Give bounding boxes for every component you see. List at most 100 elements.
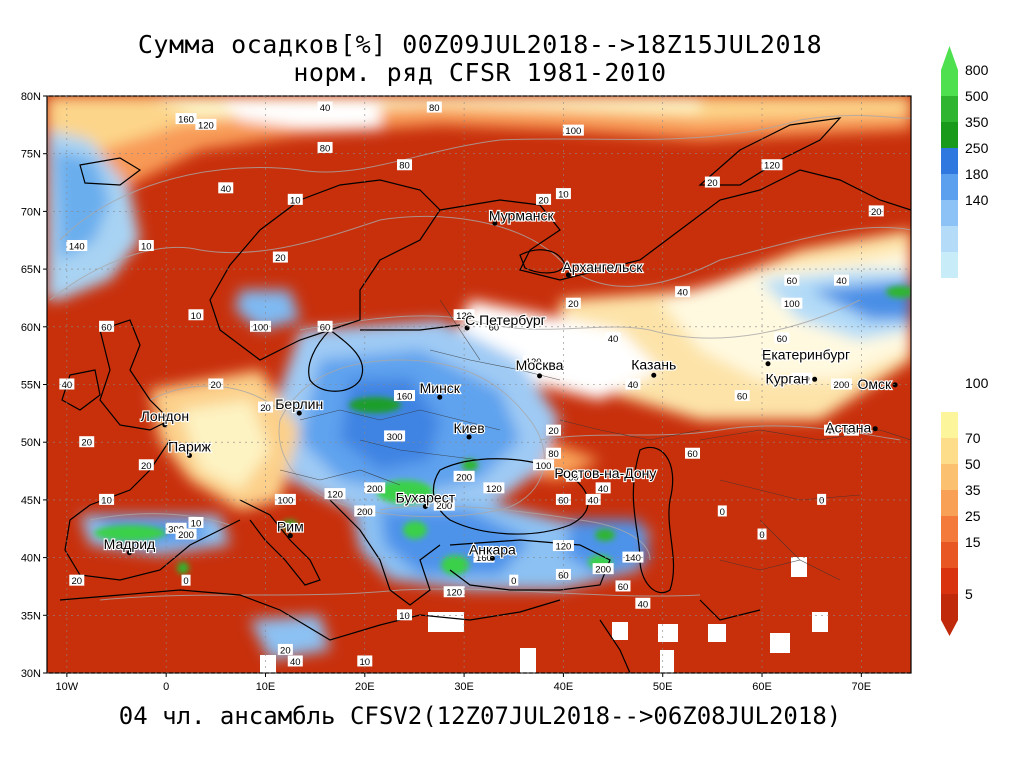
city-dot — [892, 382, 898, 388]
contour-label: 160 — [178, 115, 194, 126]
contour-label: 40 — [638, 599, 649, 610]
contour-label: 10 — [191, 311, 202, 322]
contour-label-box — [324, 488, 346, 500]
colorbar-swatch — [941, 542, 958, 568]
contour-label-box — [562, 124, 584, 136]
contour-label-box — [165, 522, 187, 534]
city-label: Рим — [277, 519, 304, 535]
lon-tick-label: 70E — [852, 681, 872, 693]
colorbar-arrow-down — [941, 620, 958, 636]
contour-label: 120 — [764, 161, 780, 172]
contour-label: 20 — [211, 380, 222, 391]
contour-label-box — [523, 355, 545, 367]
city-label: Минск — [420, 380, 461, 396]
contour-label-box — [188, 309, 204, 321]
contour-label: 120 — [446, 588, 462, 599]
contour-label-box — [272, 251, 288, 263]
city-label: Астана — [825, 420, 871, 436]
contour-label: 40 — [826, 426, 837, 437]
colorbar-swatch — [941, 594, 958, 620]
contour-label-box — [635, 597, 651, 609]
contour-label-box — [317, 141, 333, 153]
lat-tick-label: 35N — [21, 610, 41, 622]
contour-label: 60 — [777, 334, 788, 345]
colorbar-label: 15 — [965, 534, 981, 550]
contour-label: 80 — [320, 143, 331, 154]
contour-label-box — [704, 176, 720, 188]
contour-label-box — [175, 528, 197, 540]
city-label: Мадрид — [104, 536, 156, 552]
contour-label: 60 — [687, 449, 698, 460]
contour-label: 160 — [476, 553, 492, 564]
contour-label: 60 — [101, 322, 112, 333]
city-dot — [126, 550, 132, 556]
city-label: Киев — [453, 420, 484, 436]
city-dot — [765, 361, 771, 367]
city-dot — [651, 372, 657, 378]
contour-label: 20 — [871, 207, 882, 218]
contour-label: 60 — [737, 392, 748, 403]
contour-label: 20 — [275, 253, 286, 264]
contour-label-box — [592, 563, 614, 575]
contour-label-box — [536, 193, 552, 205]
contour-label: 200 — [367, 484, 383, 495]
contour-label: 200 — [357, 507, 373, 518]
contour-label-box — [784, 274, 800, 286]
latitude-ticks: 80N 75N 70N 65N 60N 55N 50N 45N 40N 35N 30N — [21, 91, 911, 680]
city-label: Бухарест — [396, 489, 456, 505]
contour-label-box — [595, 482, 611, 494]
contour-label-box — [99, 493, 115, 505]
contour-label: 300 — [387, 432, 403, 443]
contour-label-box — [486, 320, 502, 332]
contour-label-box — [824, 424, 840, 436]
contour-label: 10 — [360, 657, 371, 668]
contour-label-box — [552, 540, 574, 552]
contour-label-box — [675, 286, 691, 298]
contour-label-box — [781, 297, 803, 309]
contour-label: 120 — [327, 490, 343, 501]
city-label: Казань — [631, 356, 676, 372]
contour-label-box — [605, 332, 621, 344]
contour-label: 100 — [253, 322, 269, 333]
lon-tick-label: 30E — [454, 681, 474, 693]
contour-label-box — [99, 320, 115, 332]
contour-label: 60 — [787, 276, 798, 287]
contour-label: 60 — [489, 322, 500, 333]
contour-label: 80 — [548, 449, 559, 460]
colorbar-swatch — [941, 174, 958, 200]
contour-label: 20 — [72, 576, 83, 587]
lat-tick-label: 80N — [21, 91, 41, 103]
colorbar-label: 800 — [965, 62, 989, 78]
contour-label-box — [533, 459, 555, 471]
contour-label: 0 — [819, 495, 824, 506]
contour-label: 0 — [720, 507, 725, 518]
contour-label: 140 — [625, 553, 641, 564]
contour-label: 10 — [141, 242, 152, 253]
contour-label: 200 — [178, 530, 194, 541]
colorbar-neutral-label: 100 — [965, 375, 989, 391]
contour-label-box — [509, 574, 519, 586]
contour-label-box — [791, 372, 813, 384]
city-dot — [466, 434, 472, 440]
contour-label: 100 — [536, 461, 552, 472]
city-label: Омск — [857, 376, 892, 392]
contour-label-box — [774, 332, 790, 344]
colorbar-swatch — [941, 438, 958, 464]
colorbar-label: 140 — [965, 192, 989, 208]
lat-tick-label: 55N — [21, 380, 41, 392]
city-dot — [492, 220, 498, 226]
contour-label: 200 — [595, 565, 611, 576]
lat-tick-label: 30N — [21, 668, 41, 680]
contour-label-box — [195, 118, 217, 130]
city-label: Анкара — [469, 541, 516, 557]
colorbar-swatch — [941, 148, 958, 174]
contour-label-box — [397, 159, 413, 171]
contour-label-box — [317, 320, 333, 332]
colorbar-label: 5 — [965, 586, 973, 602]
city-label: Мурманск — [489, 207, 555, 223]
contour-label-box — [625, 378, 641, 390]
colorbar-swatch — [941, 490, 958, 516]
contour-label: 0 — [183, 576, 188, 587]
contour-label-box — [453, 309, 475, 321]
